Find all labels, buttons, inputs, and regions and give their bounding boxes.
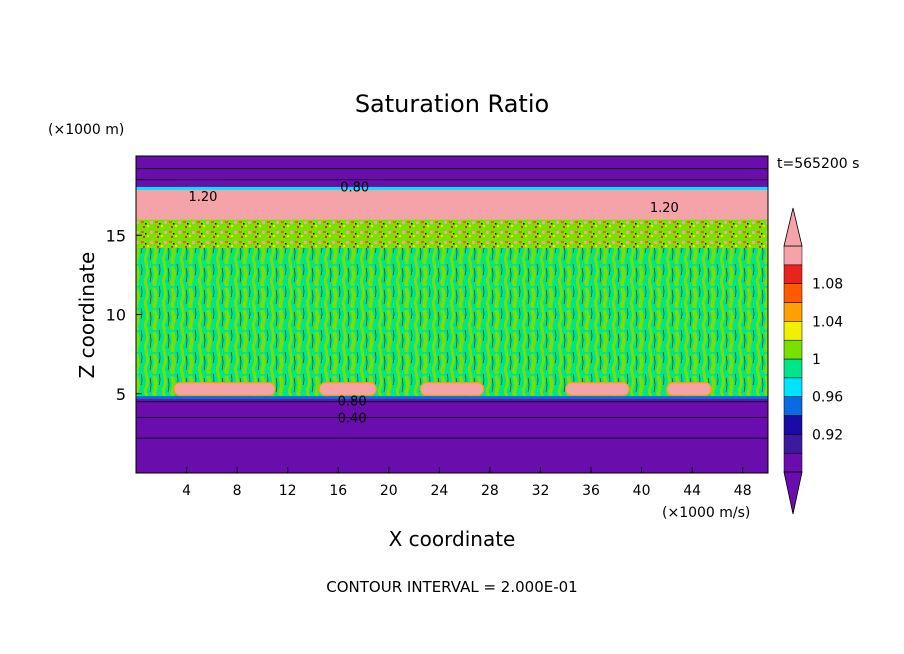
colorbar-band [783,415,803,435]
colorbar-band [783,452,803,473]
colorbar-band [783,339,803,360]
colorbar-band [783,396,803,416]
colorbar-band [783,358,803,379]
colorbar-top-arrow [783,207,803,247]
x-tick-label: 12 [279,483,297,499]
contour-label: 1.20 [650,201,679,216]
y-unit-label: (×1000 m) [48,122,124,138]
y-axis-label: Z coordinate [75,252,99,379]
x-axis-ticks: 4 8 12 16 20 24 28 32 36 40 44 48 [182,467,752,499]
x-tick-label: 8 [233,483,242,499]
x-tick-label: 16 [329,483,347,499]
time-label: t=565200 s [777,156,859,172]
saturation-field [136,156,768,473]
colorbar-band [783,434,803,454]
colorbar-band [783,283,803,303]
y-tick-label: 15 [106,226,126,245]
cloud-top-band [136,186,768,190]
lower-dry-layer [136,396,768,473]
cloud-base-patch-5 [666,382,712,396]
x-tick-label: 48 [734,483,752,499]
cloud-layer [136,247,768,397]
colorbar-tick-label: 0.92 [812,427,843,443]
colorbar-band [783,321,803,341]
colorbar-tick-label: 1 [812,352,821,368]
cloud-base-patch-2 [318,382,377,396]
cloud-base-patch-4 [565,382,630,396]
contour-label: 0.80 [340,180,369,195]
colorbar: 0.92 0.96 1 1.04 1.08 [783,207,843,515]
colorbar-tick-label: 0.96 [812,390,843,406]
x-tick-label: 36 [582,483,600,499]
supersat-layer [136,187,768,220]
x-tick-label: 24 [430,483,448,499]
x-tick-label: 20 [380,483,398,499]
contour-labels: 1.20 0.80 1.20 0.80 0.40 [189,180,679,427]
y-tick-label: 10 [106,306,126,325]
contour-interval-footer: CONTOUR INTERVAL = 2.000E-01 [326,578,577,596]
contour-label: 0.80 [338,394,367,409]
mixed-layer [136,219,768,248]
x-tick-label: 32 [532,483,550,499]
cloud-base-band [136,396,768,400]
upper-dry-layer [136,156,768,188]
cloud-base-patch-1 [173,382,276,396]
colorbar-band [783,377,803,397]
chart-title: Saturation Ratio [355,90,549,118]
colorbar-band [783,302,803,322]
x-tick-label: 28 [481,483,499,499]
colorbar-tick-label: 1.08 [812,277,843,293]
colorbar-band [783,264,803,284]
x-tick-label: 4 [182,483,191,499]
contour-label: 0.40 [338,412,367,427]
y-tick-label: 5 [116,385,126,404]
x-unit-label: (×1000 m/s) [662,505,750,521]
cloud-base-patch-3 [419,382,485,396]
x-tick-label: 44 [683,483,701,499]
contour-label: 1.20 [189,190,218,205]
x-tick-label: 40 [633,483,651,499]
y-axis-ticks: 5 10 15 [106,226,142,404]
x-axis-label: X coordinate [389,527,516,551]
colorbar-tick-label: 1.04 [812,314,843,330]
colorbar-bottom-arrow [783,471,803,515]
colorbar-band [783,245,803,266]
